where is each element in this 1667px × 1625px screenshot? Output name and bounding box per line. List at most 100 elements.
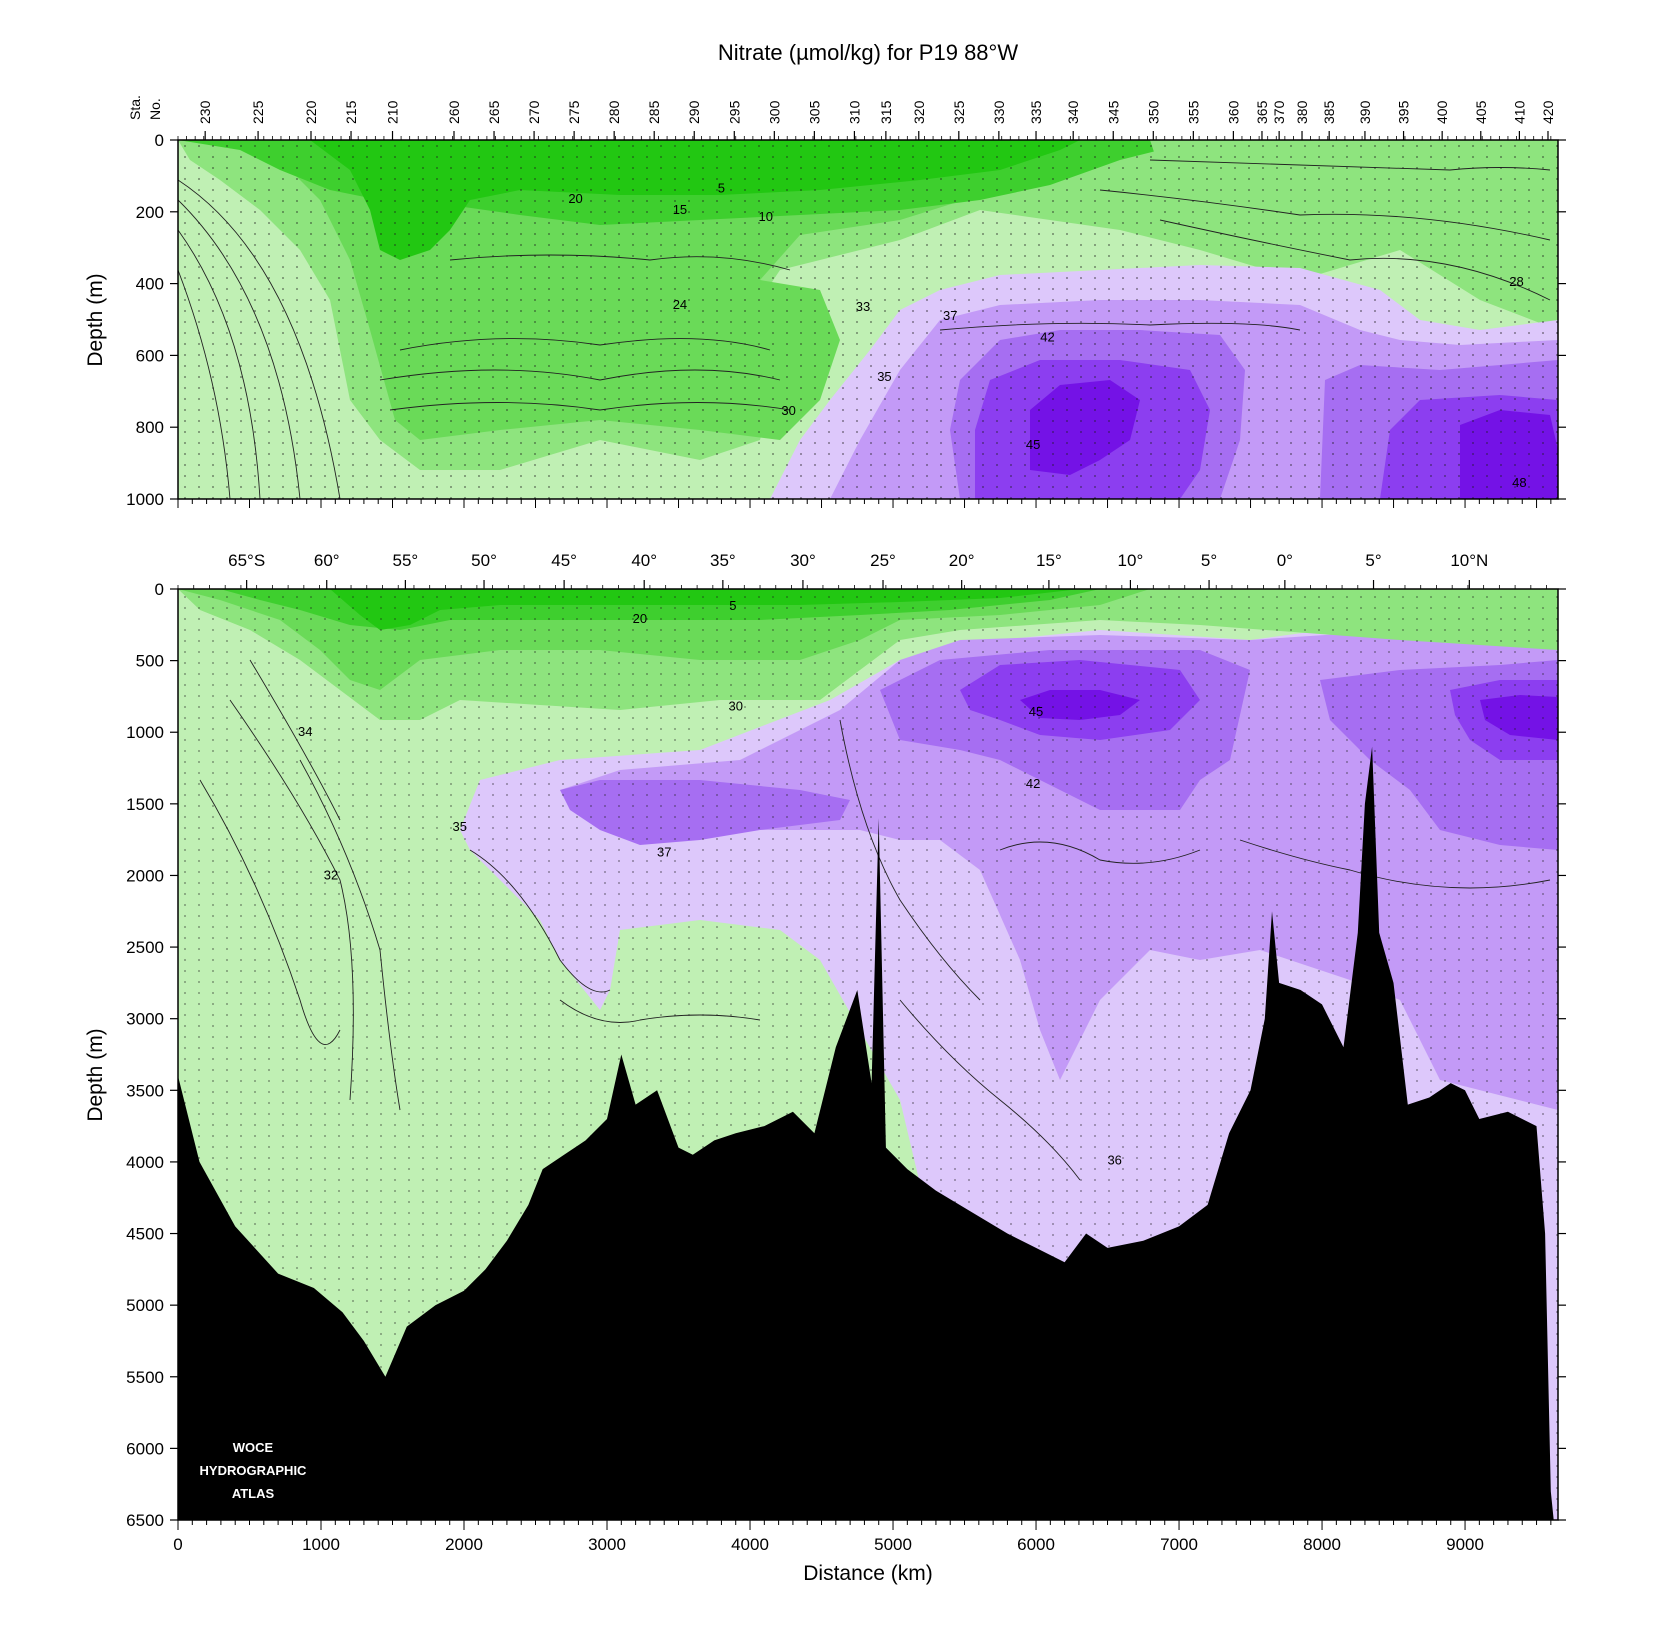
- x-tick-label: 1000: [302, 1535, 340, 1554]
- latitude-tick-label: 5°: [1365, 551, 1381, 570]
- latitude-tick-label: 15°: [1036, 551, 1062, 570]
- contour-label: 37: [657, 845, 671, 860]
- station-tick-label: 370: [1271, 100, 1287, 124]
- station-axis-label-sta: Sta.: [127, 95, 143, 120]
- lower-y-tick-label: 5500: [126, 1368, 164, 1387]
- contour-label: 33: [856, 299, 870, 314]
- lower-y-tick-label: 5000: [126, 1296, 164, 1315]
- latitude-tick-label: 25°: [870, 551, 896, 570]
- x-axis-label: Distance (km): [803, 1562, 933, 1585]
- lower-y-tick-label: 6000: [126, 1439, 164, 1458]
- x-tick-label: 3000: [588, 1535, 626, 1554]
- lower-y-tick-label: 3500: [126, 1081, 164, 1100]
- station-tick-label: 265: [486, 100, 502, 124]
- upper-y-tick-label: 0: [155, 131, 164, 150]
- lower-y-tick-label: 1500: [126, 795, 164, 814]
- station-tick-label: 325: [951, 100, 967, 124]
- station-tick-label: 420: [1540, 100, 1556, 124]
- lower-y-tick-label: 6500: [126, 1511, 164, 1530]
- latitude-tick-label: 35°: [710, 551, 736, 570]
- upper-y-tick-label: 600: [136, 346, 164, 365]
- lower-frame: [177, 588, 1559, 1521]
- upper-contour-field: [178, 140, 1558, 499]
- logo-line-1: WOCE: [233, 1440, 274, 1455]
- lower-y-tick-label: 2000: [126, 866, 164, 885]
- latitude-tick-label: 45°: [551, 551, 577, 570]
- contour-label: 10: [759, 209, 773, 224]
- upper-frame: [177, 139, 1559, 500]
- contour-label: 45: [1026, 437, 1040, 452]
- station-tick-label: 380: [1294, 100, 1310, 124]
- station-tick-label: 270: [526, 100, 542, 124]
- contour-label: 24: [673, 297, 687, 312]
- latitude-tick-label: 60°: [314, 551, 340, 570]
- logo-line-2: HYDROGRAPHIC: [200, 1463, 308, 1478]
- contour-label: 35: [452, 819, 466, 834]
- lower-axis-ticks: 0 500 1000 1500 2000 2500 3000 3500 4000 4500 5000…: [126, 551, 1566, 1554]
- station-tick-label: 290: [686, 100, 702, 124]
- upper-station-dots: [178, 140, 1558, 499]
- station-tick-label: 340: [1065, 100, 1081, 124]
- station-tick-label: 385: [1321, 100, 1337, 124]
- x-tick-label: 9000: [1446, 1535, 1484, 1554]
- station-tick-label: 305: [806, 100, 822, 124]
- station-axis-label-no: No.: [147, 98, 163, 120]
- lower-y-tick-label: 500: [136, 652, 164, 671]
- lower-y-tick-label: 0: [155, 580, 164, 599]
- station-tick-label: 400: [1434, 100, 1450, 124]
- x-tick-label: 5000: [874, 1535, 912, 1554]
- latitude-tick-label: 55°: [393, 551, 419, 570]
- upper-y-tick-label: 200: [136, 203, 164, 222]
- lower-y-tick-label: 2500: [126, 938, 164, 957]
- contour-label: 45: [1029, 704, 1043, 719]
- lower-y-axis-label: Depth (m): [84, 1028, 107, 1121]
- station-tick-label: 360: [1225, 100, 1241, 124]
- contour-label: 34: [298, 724, 312, 739]
- station-tick-label: 210: [385, 100, 401, 124]
- latitude-tick-label: 0°: [1277, 551, 1293, 570]
- contour-label: 28: [1509, 274, 1523, 289]
- lower-y-tick-label: 3000: [126, 1010, 164, 1029]
- lower-contour-labels: 20 5 30 45 34 42 35 37 32 36: [298, 598, 1122, 1167]
- station-tick-label: 395: [1396, 100, 1412, 124]
- x-tick-label: 7000: [1160, 1535, 1198, 1554]
- woce-atlas-logo: WOCE HYDROGRAPHIC ATLAS: [200, 1440, 308, 1501]
- lower-contour-field: [178, 589, 1558, 1520]
- lower-panel: 0 500 1000 1500 2000 2500 3000 3500 4000 4500 5000…: [84, 551, 1566, 1585]
- lower-y-tick-label: 4500: [126, 1225, 164, 1244]
- contour-label: 32: [324, 867, 338, 882]
- station-tick-label: 280: [606, 100, 622, 124]
- contour-label: 20: [568, 191, 582, 206]
- upper-y-tick-label: 400: [136, 275, 164, 294]
- contour-label: 35: [877, 369, 891, 384]
- station-tick-label: 320: [911, 100, 927, 124]
- upper-y-axis-label: Depth (m): [84, 273, 107, 366]
- latitude-tick-label: 20°: [949, 551, 975, 570]
- station-tick-label: 330: [991, 100, 1007, 124]
- station-tick-label: 365: [1254, 100, 1270, 124]
- figure-title: Nitrate (µmol/kg) for P19 88°W: [718, 40, 1018, 65]
- upper-contour-labels: 20 15 5 10 24 33 37 42 35 30 45 28 48: [568, 180, 1526, 489]
- x-tick-label: 0: [173, 1535, 182, 1554]
- contour-label: 15: [673, 202, 687, 217]
- latitude-tick-label: 50°: [471, 551, 497, 570]
- contour-label: 37: [943, 308, 957, 323]
- contour-label: 5: [718, 180, 725, 195]
- station-tick-label: 310: [846, 100, 862, 124]
- station-tick-label: 295: [726, 100, 742, 124]
- station-tick-label: 275: [566, 100, 582, 124]
- upper-axis-ticks: 0 200 400 600 800 1000 230 225 220 215 210 260 265 27…: [126, 100, 1566, 509]
- station-tick-label: 355: [1185, 100, 1201, 124]
- station-axis-title: Sta. No.: [127, 95, 163, 120]
- x-tick-label: 8000: [1303, 1535, 1341, 1554]
- latitude-tick-label: 40°: [631, 551, 657, 570]
- contour-label: 30: [728, 698, 742, 713]
- contour-label: 42: [1040, 329, 1054, 344]
- latitude-tick-label: 10°N: [1450, 551, 1488, 570]
- x-tick-label: 2000: [445, 1535, 483, 1554]
- station-tick-label: 405: [1473, 100, 1489, 124]
- lower-y-tick-label: 1000: [126, 723, 164, 742]
- station-tick-label: 215: [343, 100, 359, 124]
- contour-label: 20: [633, 611, 647, 626]
- logo-line-3: ATLAS: [232, 1486, 275, 1501]
